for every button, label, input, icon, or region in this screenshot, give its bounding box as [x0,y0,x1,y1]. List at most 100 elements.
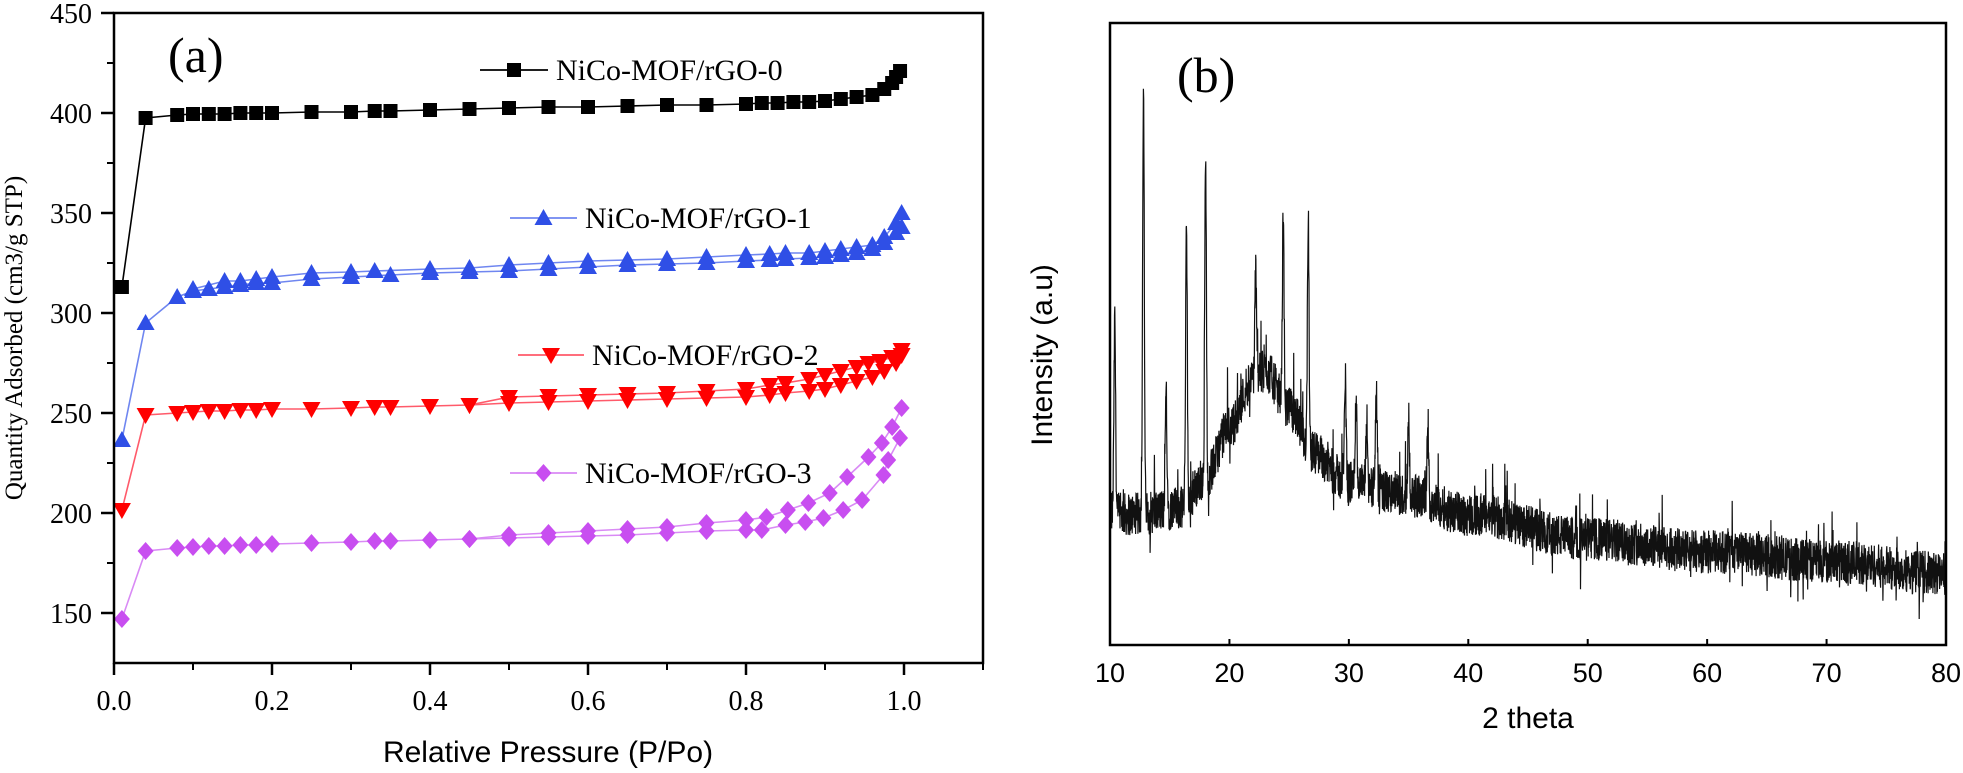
adsorption-point [502,101,516,115]
panel-a-y-axis-title: Quantity Adsorbed (cm3/g STP) [1,176,28,500]
desorption-point [847,238,866,254]
adsorption-point [231,403,250,419]
adsorption-point [342,401,360,417]
legend-marker [507,63,521,77]
x-tick-label: 0.8 [729,686,764,717]
y-tick-label: 350 [50,199,92,230]
desorption-point [460,398,479,414]
adsorption-point [168,288,187,304]
adsorption-point [248,536,265,554]
legend-marker [534,209,553,225]
adsorption-point [113,610,130,628]
desorption-point [779,501,796,519]
adsorption-point [199,280,218,296]
desorption-point [860,448,877,466]
adsorption-point [847,374,866,390]
adsorption-point [381,400,400,416]
desorption-point [500,390,518,406]
desorption-point [737,382,755,398]
desorption-point [893,399,910,417]
desorption-point [697,248,716,264]
desorption-point [540,524,557,542]
adsorption-point [263,402,281,418]
desorption-point [816,368,834,384]
adsorption-point [233,106,248,120]
desorption-point [887,214,906,230]
adsorption-point [738,521,754,539]
adsorption-point [786,95,801,109]
x-tick-label: 10 [1095,658,1125,688]
x-tick-label: 30 [1334,658,1364,688]
xrd-pattern-line [1110,88,1947,620]
adsorption-point [875,466,892,484]
adsorption-point [303,534,320,552]
y-tick-label: 400 [50,99,92,130]
legend-marker [542,348,560,364]
adsorption-point [216,537,233,555]
legend-entry: NiCo-MOF/rGO-1 [510,202,812,235]
adsorption-point [136,408,155,424]
adsorption-point [422,531,438,549]
desorption-point [500,256,518,272]
desorption-point [539,254,558,270]
x-tick-label: 0.0 [97,686,132,717]
y-tick-label: 150 [50,599,92,630]
adsorption-point [247,403,266,419]
series-nico-mof-rgo-0 [114,64,908,294]
adsorption-point [136,314,155,330]
adsorption-point [302,402,321,418]
desorption-point [501,526,517,544]
desorption-point [461,530,478,548]
desorption-point [875,228,894,244]
adsorption-point [382,532,399,550]
y-tick-label: 200 [50,499,92,530]
adsorption-point [367,104,382,118]
adsorption-point [816,382,834,398]
legend-marker [535,464,552,482]
adsorption-point [835,501,852,519]
desorption-point [737,246,755,262]
adsorption-point [880,451,897,469]
panel-b-y-axis-title: Intensity (a.u) [1026,264,1059,446]
adsorption-point [462,102,477,116]
desorption-point [839,468,856,486]
adsorption-point [863,370,882,386]
panel-b-xrd-chart: 10 20 30 40 50 60 70 80 (b) 2 theta Intensity (… [1026,21,1961,735]
desorption-point [831,364,850,380]
adsorption-point [366,532,383,550]
x-tick-label: 1.0 [887,686,922,717]
adsorption-point [186,107,200,121]
adsorption-point [232,536,249,554]
adsorption-point [777,516,794,534]
adsorption-point [802,95,817,109]
adsorption-point [541,100,556,114]
desorption-point [618,387,637,403]
adsorption-point [200,537,217,555]
legend-entry: NiCo-MOF/rGO-0 [480,54,783,87]
desorption-point [579,252,597,268]
x-tick-label: 50 [1573,658,1603,688]
series-nico-mof-rgo-2 [112,343,911,519]
series-nico-mof-rgo-1 [112,204,911,447]
adsorption-point [215,404,234,420]
adsorption-point [344,105,358,119]
adsorption-point [138,111,153,125]
desorption-point [821,484,838,502]
adsorption-point [168,406,187,422]
y-tick-label: 450 [50,0,92,30]
adsorption-point [137,542,154,560]
adsorption-point [892,429,909,447]
desorption-point [618,251,637,267]
desorption-point [539,389,558,405]
desorption-point [892,343,911,359]
panel-a-plot-area [112,64,911,628]
adsorption-point [217,107,232,121]
x-tick-label: 20 [1214,658,1244,688]
adsorption-line [121,70,901,288]
adsorption-point [381,266,400,282]
legend-label: NiCo-MOF/rGO-3 [585,457,812,490]
adsorption-point [114,280,129,294]
adsorption-point [753,521,770,539]
panel-b-x-axis-title: 2 theta [1482,702,1574,735]
